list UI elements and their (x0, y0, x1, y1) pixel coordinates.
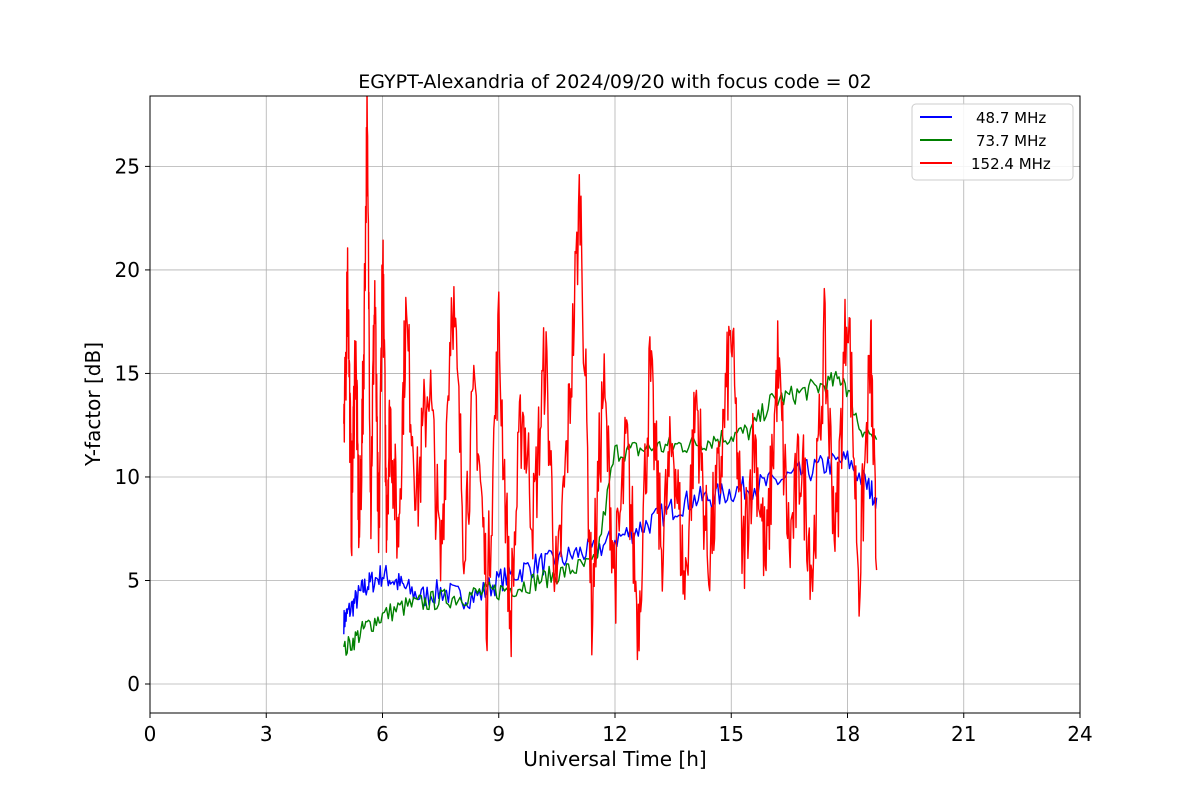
series-line-2 (343, 96, 878, 661)
x-tick-label: 9 (492, 722, 505, 746)
legend-box (911, 103, 1074, 181)
y-tick-label: 20 (115, 258, 140, 282)
x-tick-label: 21 (951, 722, 976, 746)
legend-label-48-7: 48.7 MHz (976, 109, 1046, 127)
x-tick-label: 18 (835, 722, 860, 746)
x-axis-label: Universal Time [h] (523, 747, 706, 771)
x-tick-label: 15 (719, 722, 744, 746)
x-tick-label: 3 (260, 722, 273, 746)
y-tick-label: 25 (115, 154, 140, 178)
chart-title: EGYPT-Alexandria of 2024/09/20 with focu… (358, 71, 872, 93)
x-tick-label: 12 (602, 722, 627, 746)
legend-label-152-4: 152.4 MHz (971, 155, 1051, 173)
series-layer (343, 96, 878, 661)
x-tick-label: 6 (376, 722, 389, 746)
y-tick-label: 10 (115, 465, 140, 489)
legend: 48.7 MHz 73.7 MHz 152.4 MHz (911, 103, 1074, 181)
x-tick-label: 0 (144, 722, 157, 746)
y-tick-label: 15 (115, 361, 140, 385)
axis-ticks: 0 3 6 9 12 15 18 21 24 0 5 10 15 20 25 (115, 154, 1093, 746)
y-axis-label: Y-factor [dB] (81, 342, 105, 467)
x-tick-label: 24 (1067, 722, 1092, 746)
series-line-1 (343, 370, 878, 656)
legend-label-73-7: 73.7 MHz (976, 132, 1046, 150)
y-tick-label: 0 (127, 672, 140, 696)
y-tick-label: 5 (127, 568, 140, 592)
